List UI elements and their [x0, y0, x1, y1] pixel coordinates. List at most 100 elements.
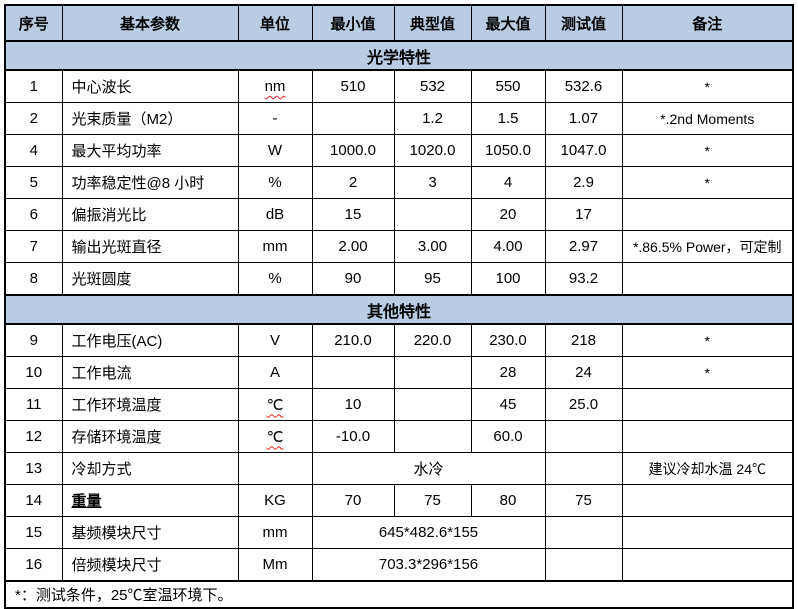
cell-unit: ℃: [237, 388, 313, 421]
cell-remark: 建议冷却水温 24℃: [621, 452, 794, 485]
cell-min: 2: [311, 166, 395, 199]
cell-unit: Mm: [237, 548, 313, 582]
cell-param-name: 偏振消光比: [61, 198, 239, 231]
cell-no: 13: [4, 452, 63, 485]
cell-min: -10.0: [311, 420, 395, 453]
table-row: 9 工作电压(AC) V 210.0 220.0 230.0 218 *: [4, 323, 794, 357]
footnote-row: *：测试条件，25℃室温环境下。: [4, 580, 794, 609]
cell-test: 532.6: [544, 69, 623, 103]
cell-typ: 1020.0: [393, 134, 472, 167]
table-row: 4 最大平均功率 W 1000.0 1020.0 1050.0 1047.0 *: [4, 134, 794, 167]
table-row: 8 光斑圆度 % 90 95 100 93.2: [4, 262, 794, 296]
cell-no: 15: [4, 516, 63, 549]
cell-no: 16: [4, 548, 63, 582]
cell-max: 230.0: [470, 323, 546, 357]
cell-max: 4.00: [470, 230, 546, 263]
cell-min: 10: [311, 388, 395, 421]
cell-remark: [621, 198, 794, 231]
cell-merged-value: 水冷: [311, 452, 546, 485]
cell-min: 210.0: [311, 323, 395, 357]
cell-merged-value: 703.3*296*156: [311, 548, 546, 582]
cell-remark: *: [621, 69, 794, 103]
cell-max: 4: [470, 166, 546, 199]
cell-max: 550: [470, 69, 546, 103]
cell-typ: 220.0: [393, 323, 472, 357]
cell-typ: 3.00: [393, 230, 472, 263]
table-row: 13 冷却方式 水冷 建议冷却水温 24℃: [4, 452, 794, 485]
table-row: 6 偏振消光比 dB 15 20 17: [4, 198, 794, 231]
cell-no: 2: [4, 102, 63, 135]
cell-typ: [393, 198, 472, 231]
cell-typ: 532: [393, 69, 472, 103]
cell-unit: V: [237, 323, 313, 357]
cell-param-name: 重量: [61, 484, 239, 517]
table-footnote: *：测试条件，25℃室温环境下。: [4, 580, 794, 609]
col-header-param: 基本参数: [61, 4, 239, 42]
cell-typ: [393, 388, 472, 421]
cell-test: [544, 516, 623, 549]
cell-min: 1000.0: [311, 134, 395, 167]
cell-unit: nm: [237, 69, 313, 103]
cell-typ: 1.2: [393, 102, 472, 135]
cell-test: 93.2: [544, 262, 623, 296]
cell-remark: *: [621, 323, 794, 357]
cell-test: 24: [544, 356, 623, 389]
cell-min: [311, 356, 395, 389]
cell-unit: KG: [237, 484, 313, 517]
cell-param-name: 倍频模块尺寸: [61, 548, 239, 582]
cell-param-name: 基频模块尺寸: [61, 516, 239, 549]
cell-param-name: 输出光斑直径: [61, 230, 239, 263]
unit-text-misspell: ℃: [266, 396, 284, 414]
cell-test: [544, 452, 623, 485]
cell-unit: mm: [237, 516, 313, 549]
cell-param-name: 中心波长: [61, 69, 239, 103]
cell-no: 10: [4, 356, 63, 389]
header-row: 序号 基本参数 单位 最小值 典型值 最大值 测试值 备注: [4, 4, 794, 42]
cell-test: 218: [544, 323, 623, 357]
cell-test: 2.9: [544, 166, 623, 199]
cell-remark: [621, 388, 794, 421]
table-row: 14 重量 KG 70 75 80 75: [4, 484, 794, 517]
unit-text-misspell: ℃: [266, 428, 284, 446]
table-row: 10 工作电流 A 28 24 *: [4, 356, 794, 389]
cell-min: [311, 102, 395, 135]
section-row-optical: 光学特性: [4, 40, 794, 71]
cell-unit: -: [237, 102, 313, 135]
cell-max: 45: [470, 388, 546, 421]
cell-param-name: 工作环境温度: [61, 388, 239, 421]
cell-no: 8: [4, 262, 63, 296]
col-header-max: 最大值: [470, 4, 546, 42]
cell-no: 14: [4, 484, 63, 517]
cell-max: 100: [470, 262, 546, 296]
col-header-test: 测试值: [544, 4, 623, 42]
cell-param-name: 光斑圆度: [61, 262, 239, 296]
cell-no: 1: [4, 69, 63, 103]
cell-max: 1050.0: [470, 134, 546, 167]
cell-no: 6: [4, 198, 63, 231]
cell-param-name: 功率稳定性@8 小时: [61, 166, 239, 199]
cell-max: 80: [470, 484, 546, 517]
cell-remark: *.2nd Moments: [621, 102, 794, 135]
cell-min: 90: [311, 262, 395, 296]
cell-param-name: 最大平均功率: [61, 134, 239, 167]
cell-unit: W: [237, 134, 313, 167]
cell-test: 1047.0: [544, 134, 623, 167]
cell-test: 75: [544, 484, 623, 517]
col-header-typ: 典型值: [393, 4, 472, 42]
cell-param-name: 光束质量（M2）: [61, 102, 239, 135]
cell-param-name: 存储环境温度: [61, 420, 239, 453]
cell-unit: [237, 452, 313, 485]
col-header-no: 序号: [4, 4, 63, 42]
table-row: 16 倍频模块尺寸 Mm 703.3*296*156: [4, 548, 794, 582]
cell-remark: *: [621, 134, 794, 167]
cell-min: 70: [311, 484, 395, 517]
cell-remark: *: [621, 356, 794, 389]
cell-test: 2.97: [544, 230, 623, 263]
cell-param-name: 冷却方式: [61, 452, 239, 485]
cell-min: 2.00: [311, 230, 395, 263]
cell-no: 11: [4, 388, 63, 421]
cell-merged-value: 645*482.6*155: [311, 516, 546, 549]
cell-remark: *: [621, 166, 794, 199]
cell-unit: %: [237, 166, 313, 199]
